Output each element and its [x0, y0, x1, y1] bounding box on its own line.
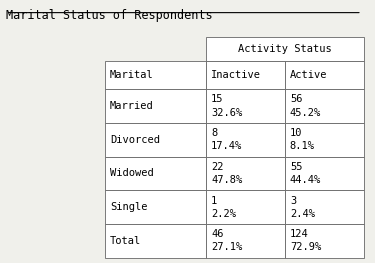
FancyBboxPatch shape	[105, 123, 206, 156]
FancyBboxPatch shape	[206, 224, 285, 258]
Text: 46
27.1%: 46 27.1%	[211, 229, 242, 252]
Text: Activity Status: Activity Status	[238, 44, 332, 54]
Text: 55
44.4%: 55 44.4%	[290, 162, 321, 185]
Text: Single: Single	[110, 202, 147, 212]
FancyBboxPatch shape	[105, 156, 206, 190]
FancyBboxPatch shape	[285, 156, 364, 190]
Text: 8
17.4%: 8 17.4%	[211, 128, 242, 151]
Text: Marital: Marital	[110, 70, 154, 80]
FancyBboxPatch shape	[206, 190, 285, 224]
Text: Inactive: Inactive	[211, 70, 261, 80]
FancyBboxPatch shape	[285, 224, 364, 258]
Text: Married: Married	[110, 101, 154, 111]
FancyBboxPatch shape	[206, 89, 285, 123]
FancyBboxPatch shape	[105, 89, 206, 123]
FancyBboxPatch shape	[105, 61, 206, 89]
Text: 22
47.8%: 22 47.8%	[211, 162, 242, 185]
FancyBboxPatch shape	[285, 89, 364, 123]
Text: 15
32.6%: 15 32.6%	[211, 94, 242, 118]
Text: Divorced: Divorced	[110, 135, 160, 145]
FancyBboxPatch shape	[206, 61, 285, 89]
FancyBboxPatch shape	[285, 61, 364, 89]
Text: Active: Active	[290, 70, 327, 80]
Text: 56
45.2%: 56 45.2%	[290, 94, 321, 118]
Text: Total: Total	[110, 236, 141, 246]
FancyBboxPatch shape	[206, 156, 285, 190]
FancyBboxPatch shape	[206, 37, 364, 61]
FancyBboxPatch shape	[206, 123, 285, 156]
Text: Marital Status of Respondents: Marital Status of Respondents	[6, 9, 212, 22]
Text: 1
2.2%: 1 2.2%	[211, 195, 236, 219]
Text: 124
72.9%: 124 72.9%	[290, 229, 321, 252]
Text: 10
8.1%: 10 8.1%	[290, 128, 315, 151]
Text: 3
2.4%: 3 2.4%	[290, 195, 315, 219]
FancyBboxPatch shape	[285, 123, 364, 156]
FancyBboxPatch shape	[105, 224, 206, 258]
FancyBboxPatch shape	[285, 190, 364, 224]
FancyBboxPatch shape	[105, 190, 206, 224]
Text: Widowed: Widowed	[110, 168, 154, 178]
